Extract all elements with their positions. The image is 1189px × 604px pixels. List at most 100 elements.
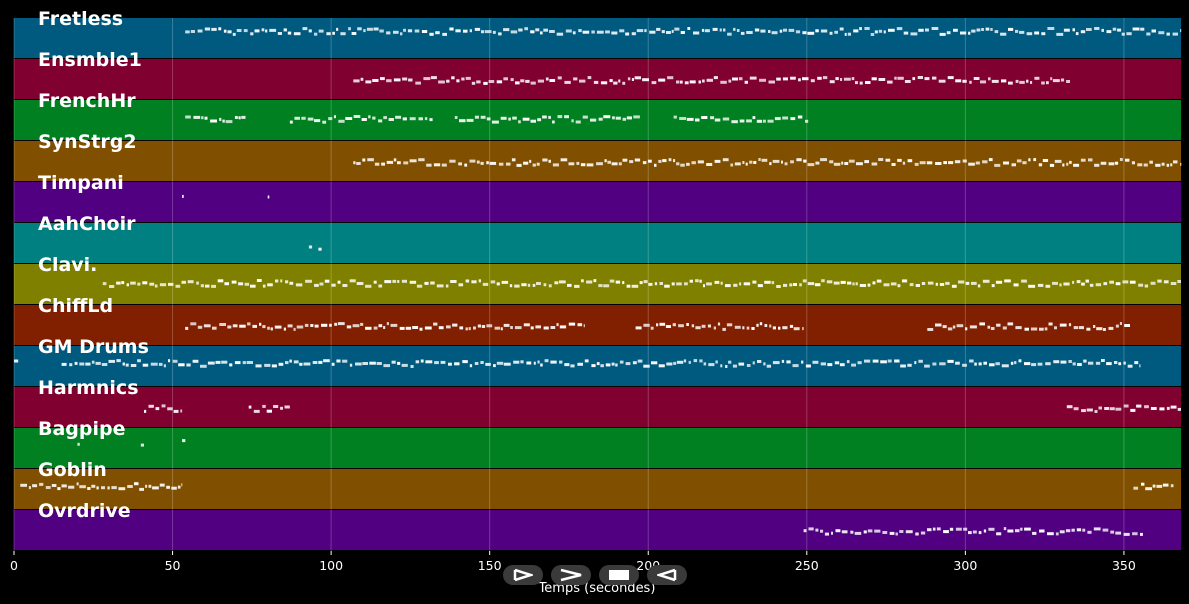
- note: [401, 279, 407, 283]
- note: [175, 284, 181, 288]
- note: [550, 326, 556, 329]
- note: [1007, 322, 1014, 326]
- note: [299, 362, 303, 366]
- note: [554, 281, 559, 285]
- note: [727, 32, 732, 36]
- note: [995, 280, 1003, 284]
- note: [703, 284, 705, 288]
- note: [155, 407, 160, 411]
- note: [949, 527, 954, 531]
- note: [185, 326, 189, 330]
- note: [403, 161, 409, 165]
- note: [363, 29, 366, 33]
- note: [662, 159, 667, 163]
- note: [684, 81, 689, 85]
- note: [1162, 483, 1169, 487]
- note: [1031, 363, 1037, 367]
- note: [693, 31, 700, 35]
- note: [95, 361, 101, 365]
- note: [1089, 283, 1094, 287]
- note: [433, 163, 441, 167]
- note: [314, 32, 318, 36]
- note: [743, 282, 751, 286]
- note: [725, 284, 731, 288]
- note: [294, 116, 300, 120]
- note: [1146, 32, 1151, 36]
- note: [719, 28, 722, 32]
- stop-button[interactable]: [599, 565, 639, 585]
- note: [262, 325, 266, 329]
- note: [1073, 326, 1079, 330]
- note: [991, 284, 995, 288]
- note: [408, 78, 413, 82]
- note: [927, 528, 932, 532]
- note: [564, 115, 569, 119]
- note: [600, 364, 604, 368]
- note: [204, 27, 211, 31]
- track-band-4: [14, 182, 1181, 222]
- note: [227, 30, 232, 34]
- fast-forward-button[interactable]: [551, 565, 591, 585]
- note: [96, 486, 99, 490]
- note: [32, 484, 38, 488]
- note: [797, 115, 803, 119]
- note: [107, 486, 110, 490]
- note: [1172, 32, 1178, 36]
- note: [1108, 326, 1114, 330]
- note: [890, 282, 897, 286]
- note: [612, 116, 615, 120]
- play-button[interactable]: [503, 565, 543, 585]
- note: [1115, 282, 1121, 286]
- rewind-button[interactable]: [647, 565, 687, 585]
- note: [395, 115, 402, 119]
- note: [1166, 32, 1170, 36]
- note: [446, 79, 450, 83]
- note: [367, 158, 374, 162]
- note: [415, 81, 421, 85]
- track-notes-9: [144, 404, 1181, 413]
- note: [471, 280, 477, 284]
- x-tick-label: 50: [165, 558, 181, 573]
- note: [586, 163, 594, 167]
- note: [874, 30, 878, 34]
- note: [850, 530, 854, 534]
- note: [673, 159, 676, 163]
- note: [1095, 361, 1101, 365]
- track-notes-8: [14, 359, 1141, 368]
- note: [852, 282, 855, 286]
- note: [955, 79, 962, 83]
- note: [520, 360, 524, 364]
- note: [532, 163, 536, 167]
- note: [171, 486, 177, 490]
- note: [514, 326, 522, 330]
- note: [243, 29, 248, 33]
- note: [1052, 281, 1058, 285]
- note: [544, 359, 549, 363]
- note: [1166, 406, 1170, 410]
- note: [1062, 163, 1065, 167]
- note: [530, 119, 536, 123]
- note: [965, 327, 968, 331]
- note: [772, 326, 776, 330]
- note: [118, 487, 126, 491]
- note: [771, 281, 775, 285]
- note: [840, 280, 846, 284]
- note: [613, 81, 618, 85]
- note: [166, 485, 170, 489]
- note: [149, 282, 155, 286]
- note: [880, 360, 887, 364]
- note: [619, 29, 625, 33]
- note: [1037, 283, 1044, 287]
- note: [810, 79, 815, 83]
- note: [801, 360, 804, 364]
- note: [145, 484, 148, 488]
- note: [548, 115, 551, 119]
- note: [418, 117, 423, 121]
- note: [238, 116, 241, 120]
- note: [900, 364, 906, 368]
- note: [618, 162, 622, 166]
- note: [1157, 279, 1162, 283]
- note: [790, 76, 796, 80]
- note: [351, 32, 357, 35]
- note: [827, 363, 833, 367]
